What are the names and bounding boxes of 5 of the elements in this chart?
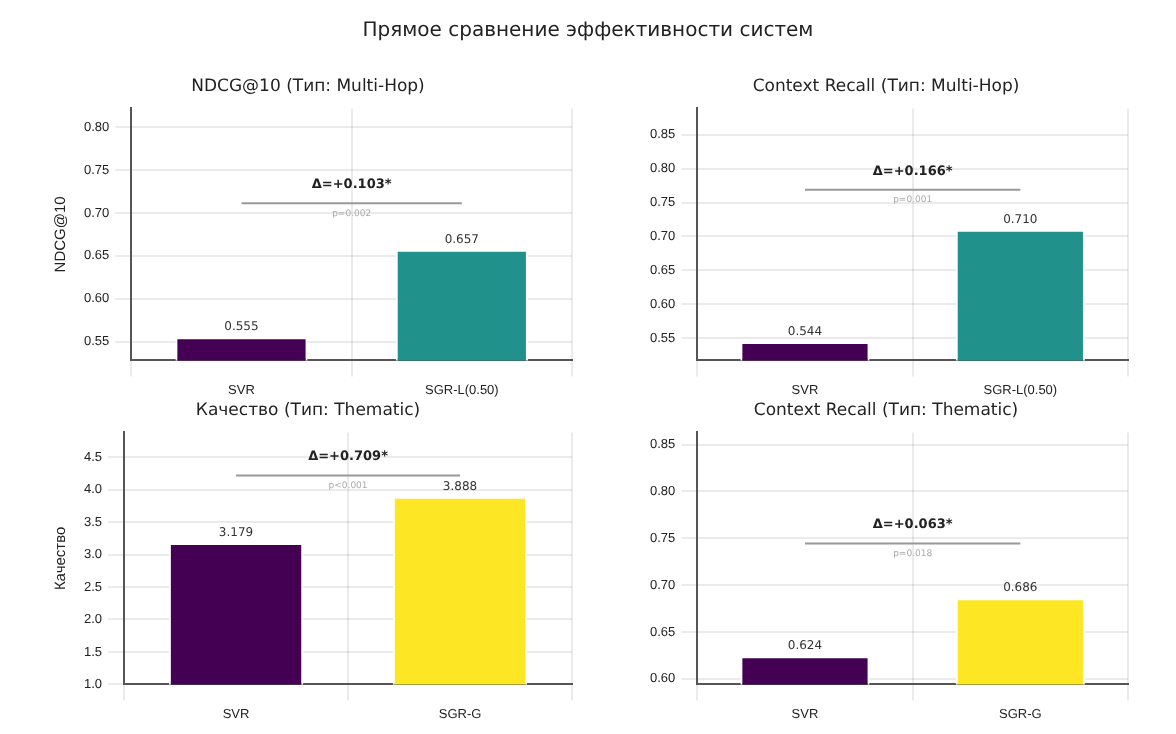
chart-title: NDCG@10 (Тип: Multi-Hop) [191,76,425,97]
chart-title: Context Recall (Тип: Thematic) [753,400,1019,421]
chart-title: Context Recall (Тип: Multi-Hop) [752,76,1020,97]
text: Прямое сравнение эффективности систем [360,20,816,42]
chart-title: Качество (Тип: Thematic) [195,400,421,421]
